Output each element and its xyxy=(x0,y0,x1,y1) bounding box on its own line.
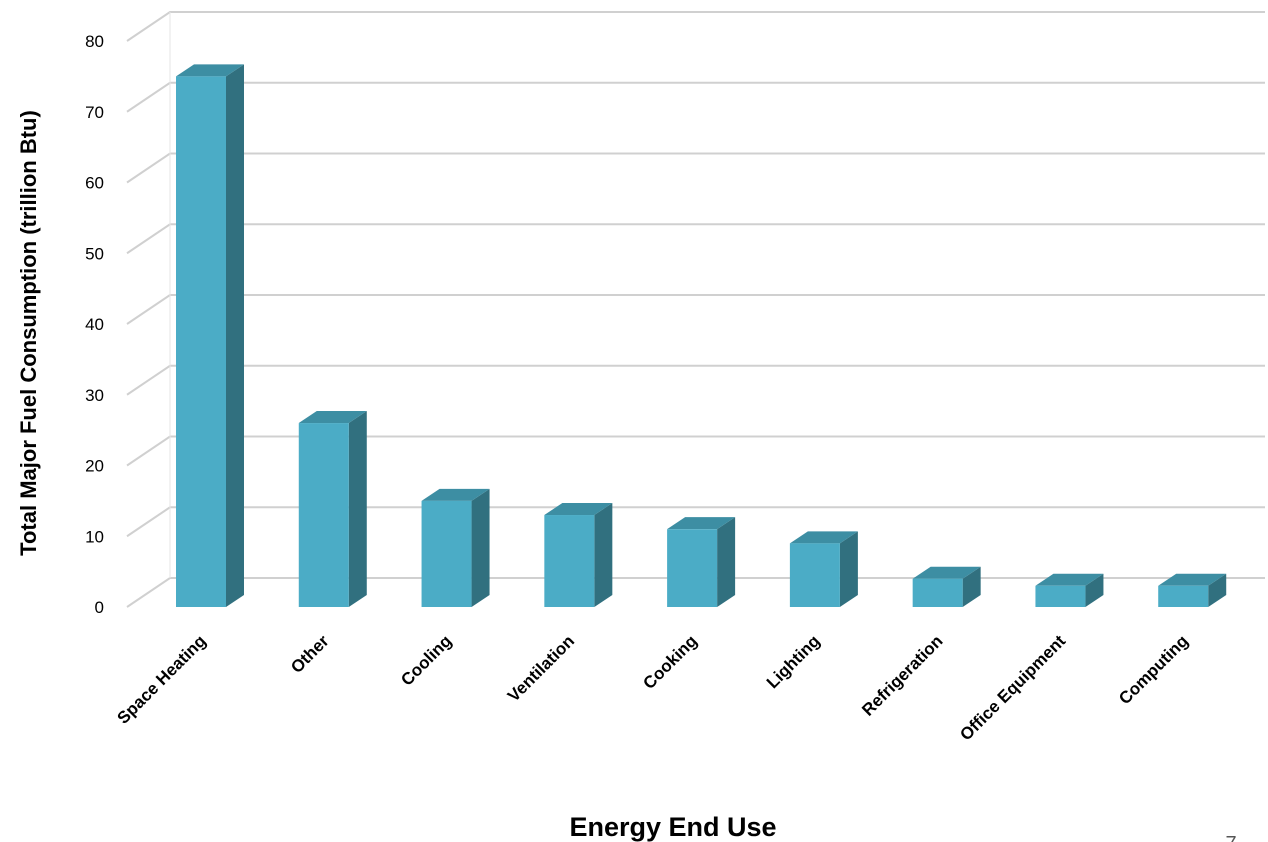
y-tick-label: 10 xyxy=(85,527,104,546)
bar-front xyxy=(913,579,963,607)
gridline xyxy=(127,83,1265,112)
bar-front xyxy=(176,76,226,607)
x-axis-title: Energy End Use xyxy=(569,812,776,842)
x-tick-label: Space Heating xyxy=(114,631,210,727)
bar xyxy=(299,411,367,607)
bar-front xyxy=(422,501,472,607)
gridline xyxy=(127,224,1265,253)
bar-front xyxy=(544,515,594,607)
x-tick-label: Office Equipment xyxy=(956,631,1069,744)
bar-front xyxy=(299,423,349,607)
y-tick-label: 40 xyxy=(85,315,104,334)
gridline xyxy=(127,12,1265,41)
bar xyxy=(913,567,981,607)
bar-side xyxy=(717,517,735,607)
y-tick-label: 20 xyxy=(85,457,104,476)
page-number: 7 xyxy=(1225,833,1236,842)
x-tick-label: Other xyxy=(287,631,333,677)
x-tick-label: Ventilation xyxy=(504,631,578,705)
y-tick-label: 80 xyxy=(85,32,104,51)
x-tick-label: Refrigeration xyxy=(858,631,946,719)
bar-side xyxy=(472,489,490,607)
bar-side xyxy=(226,64,244,607)
y-axis-title: Total Major Fuel Consumption (trillion B… xyxy=(16,110,41,556)
x-tick-label: Computing xyxy=(1115,631,1192,708)
gridline xyxy=(127,366,1265,395)
bar-side xyxy=(594,503,612,607)
y-tick-label: 30 xyxy=(85,386,104,405)
x-tick-label: Cooking xyxy=(639,631,701,693)
gridline xyxy=(127,437,1265,466)
bar-side xyxy=(840,531,858,607)
bar xyxy=(790,531,858,607)
y-tick-labels: 0 10 20 30 40 50 60 70 80 xyxy=(85,32,104,617)
gridline xyxy=(127,295,1265,324)
y-tick-label: 0 xyxy=(95,598,104,617)
gridline xyxy=(127,154,1265,183)
bar-side xyxy=(349,411,367,607)
bar xyxy=(176,64,244,607)
bar-front xyxy=(1158,586,1208,607)
y-tick-label: 60 xyxy=(85,174,104,193)
bar-front xyxy=(790,543,840,607)
x-tick-label: Lighting xyxy=(763,631,824,692)
x-tick-labels: Space Heating Other Cooling Ventilation Cook… xyxy=(114,631,1192,744)
bar-front xyxy=(1035,586,1085,607)
bar-front xyxy=(667,529,717,607)
bar xyxy=(544,503,612,607)
bar xyxy=(667,517,735,607)
bars xyxy=(176,64,1226,607)
bar xyxy=(422,489,490,607)
y-tick-label: 50 xyxy=(85,244,104,263)
x-tick-label: Cooling xyxy=(397,631,455,689)
y-tick-label: 70 xyxy=(85,103,104,122)
